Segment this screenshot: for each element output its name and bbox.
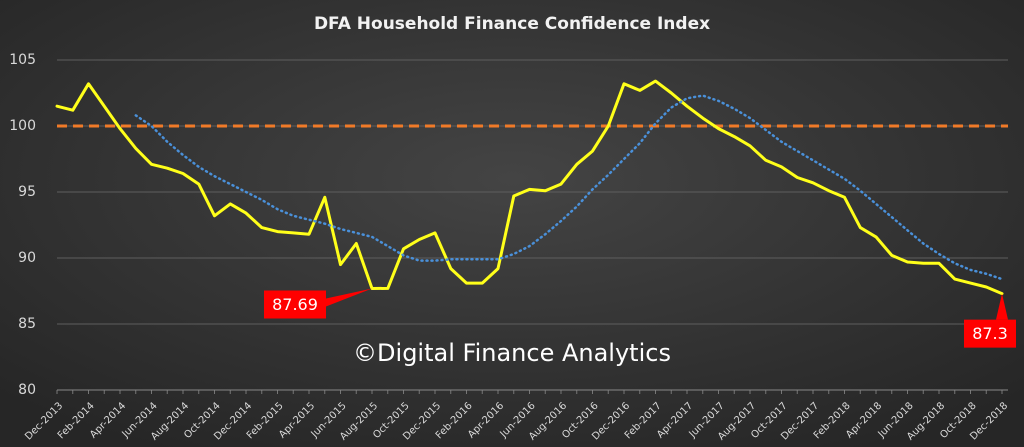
y-tick-label: 80 — [18, 382, 36, 398]
label-pointer — [326, 288, 372, 307]
y-tick-label: 85 — [18, 316, 36, 332]
chart-title: DFA Household Finance Confidence Index — [314, 14, 710, 34]
data-label: 87.3 — [972, 324, 1008, 343]
watermark: ©Digital Finance Analytics — [353, 339, 671, 367]
y-tick-label: 105 — [9, 52, 36, 68]
y-tick-label: 100 — [9, 118, 36, 134]
label-box — [264, 290, 326, 319]
label-pointer — [996, 293, 1008, 320]
series-line — [55, 79, 1004, 296]
y-tick-label: 95 — [18, 184, 36, 200]
label-box — [964, 319, 1016, 348]
y-tick-label: 90 — [18, 250, 36, 266]
series-line — [134, 94, 1004, 281]
data-label: 87.69 — [272, 295, 318, 314]
